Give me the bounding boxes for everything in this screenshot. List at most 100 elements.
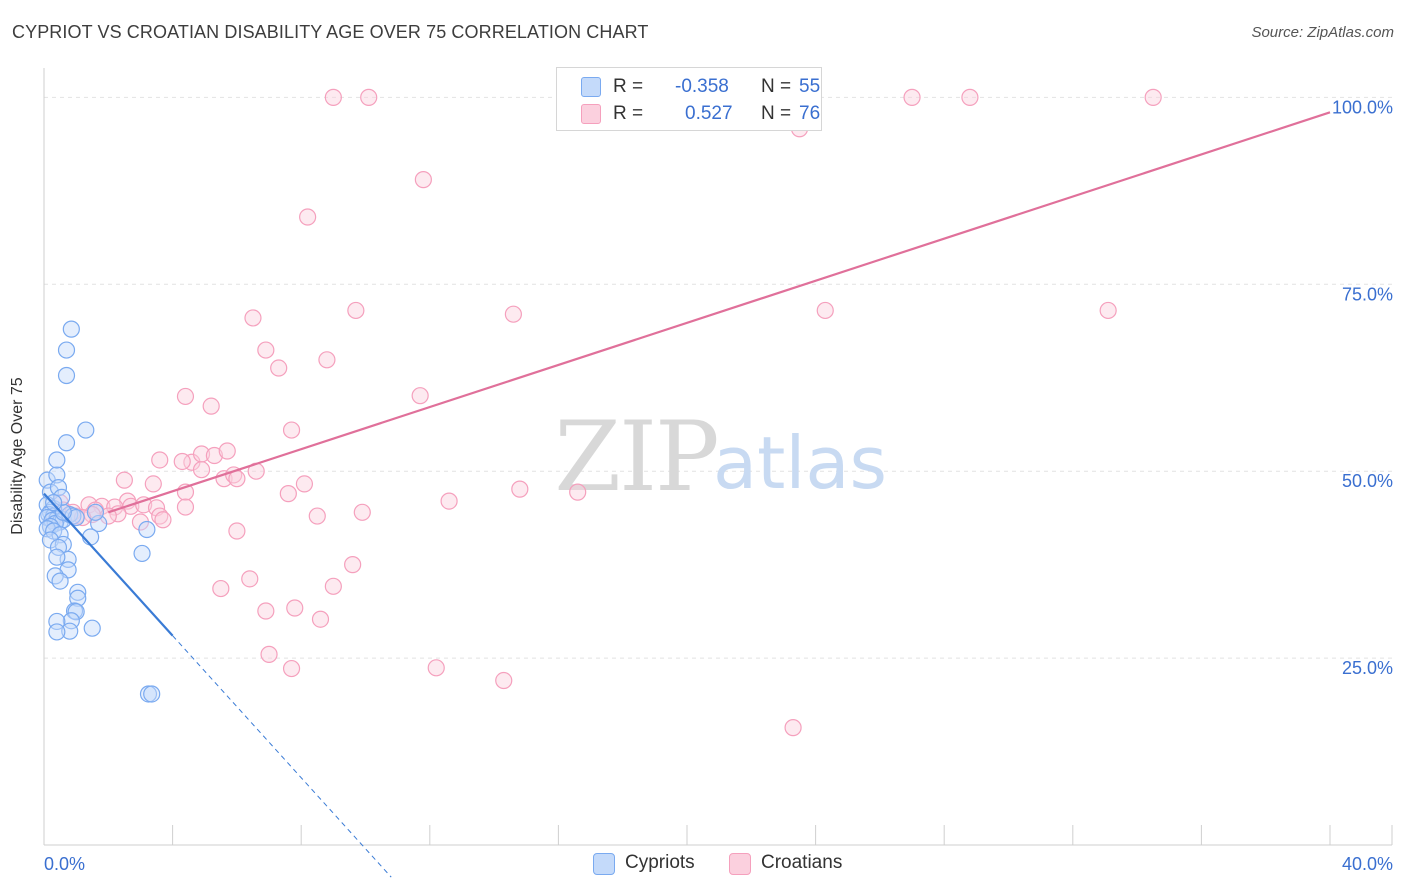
- croatians-point: [218, 442, 236, 460]
- chart-title: CYPRIOT VS CROATIAN DISABILITY AGE OVER …: [12, 22, 649, 42]
- croatians-point: [360, 88, 378, 106]
- legend-n-value-cypriots: 55: [799, 76, 821, 97]
- cypriots-point: [69, 583, 87, 601]
- croatians-point: [504, 305, 522, 323]
- cypriots-point: [57, 341, 76, 359]
- cypriots-point: [48, 451, 66, 469]
- cypriots-points: [38, 320, 161, 703]
- croatians-point: [295, 475, 314, 493]
- cypriots-point: [51, 526, 69, 544]
- croatians-point: [440, 492, 458, 510]
- croatians-point: [257, 341, 275, 359]
- cypriots-point: [82, 528, 100, 546]
- cypriots-point: [138, 520, 156, 539]
- croatians-point: [154, 511, 172, 529]
- croatians-point: [311, 610, 330, 628]
- watermark: ZIP atlas: [554, 401, 887, 513]
- x-tick-label: 0.0%: [44, 854, 85, 874]
- swatch-croatians: [729, 853, 751, 875]
- cypriots-trend-extension: [172, 635, 392, 878]
- cypriots-point: [67, 508, 85, 527]
- croatians-point: [495, 671, 513, 690]
- croatians-point: [279, 485, 297, 503]
- y-tick-labels: 25.0% 50.0% 75.0% 100.0%: [1332, 97, 1393, 678]
- cypriots-point: [67, 603, 85, 621]
- legend-r-label: R =: [613, 76, 644, 97]
- croatians-point: [411, 387, 429, 405]
- croatians-point: [205, 446, 223, 465]
- cypriots-point: [48, 623, 66, 641]
- y-tick-label: 25.0%: [1342, 658, 1393, 678]
- y-tick-label: 50.0%: [1342, 471, 1393, 491]
- trend-lines: [43, 111, 1331, 878]
- cypriots-point: [51, 572, 69, 590]
- croatians-point: [318, 351, 336, 369]
- croatians-point: [353, 503, 371, 521]
- croatians-point: [347, 301, 365, 320]
- source-credit: Source: ZipAtlas.com: [1251, 24, 1394, 41]
- series-legend-cypriots-label: Cypriots: [625, 852, 695, 873]
- croatians-points: [45, 88, 1162, 737]
- croatians-point: [192, 461, 211, 479]
- croatians-point: [257, 602, 275, 620]
- legend-n-label: N =: [761, 76, 792, 97]
- croatians-point: [202, 397, 220, 415]
- croatians-point: [961, 88, 979, 106]
- croatians-point: [1144, 88, 1162, 106]
- croatians-point: [299, 208, 317, 226]
- croatians-point: [228, 522, 246, 540]
- series-legend-croatians-label: Croatians: [761, 852, 843, 873]
- cypriots-point: [69, 589, 87, 607]
- croatians-point: [241, 570, 259, 588]
- croatians-point: [569, 483, 587, 501]
- croatians-point: [286, 599, 304, 617]
- croatians-point: [144, 475, 162, 493]
- axes: [43, 68, 1393, 846]
- croatians-point: [414, 171, 432, 189]
- watermark-atlas: atlas: [713, 421, 887, 505]
- cypriots-point: [46, 567, 64, 585]
- croatians-point: [135, 496, 153, 514]
- x-tick-label: 40.0%: [1342, 854, 1393, 874]
- croatians-point: [324, 577, 342, 595]
- cypriots-point: [133, 544, 151, 563]
- croatians-point: [308, 507, 326, 525]
- watermark-zip: ZIP: [554, 401, 717, 513]
- croatians-point: [212, 579, 230, 598]
- cypriots-point: [83, 619, 101, 637]
- cypriots-point: [57, 434, 76, 452]
- legend-r-label: R =: [613, 103, 644, 124]
- y-tick-label: 75.0%: [1342, 284, 1393, 304]
- croatians-point: [511, 480, 529, 498]
- croatians-point: [173, 452, 191, 471]
- y-axis-label: Disability Age Over 75: [9, 377, 26, 535]
- stats-legend: R = -0.358 N = 55 R = 0.527 N = 76: [556, 67, 822, 131]
- y-tick-label: 100.0%: [1332, 97, 1393, 117]
- legend-r-value-croatians: 0.527: [685, 103, 733, 124]
- croatians-point: [270, 359, 288, 377]
- cypriots-trend-line: [43, 492, 174, 637]
- cypriots-point: [61, 622, 79, 640]
- cypriots-point: [48, 548, 66, 566]
- croatians-point: [324, 88, 342, 106]
- croatians-point: [282, 421, 301, 439]
- croatians-point: [816, 301, 834, 320]
- cypriots-point: [90, 514, 108, 533]
- croatians-point: [115, 471, 133, 489]
- croatians-point: [344, 556, 362, 574]
- cypriots-point: [77, 421, 95, 439]
- croatians-point: [151, 451, 169, 469]
- cypriots-point: [57, 366, 76, 385]
- legend-r-value-cypriots: -0.358: [675, 76, 729, 97]
- x-tick-labels: 0.0% 40.0%: [44, 854, 1393, 874]
- croatians-point: [282, 659, 301, 678]
- croatians-point: [1099, 301, 1117, 320]
- legend-swatch-cypriots: [581, 77, 601, 97]
- croatians-point: [244, 309, 262, 327]
- cypriots-point: [143, 685, 161, 703]
- croatians-point: [176, 387, 195, 406]
- cypriots-point: [62, 320, 80, 338]
- croatians-point: [903, 88, 921, 106]
- cypriots-point: [86, 503, 105, 521]
